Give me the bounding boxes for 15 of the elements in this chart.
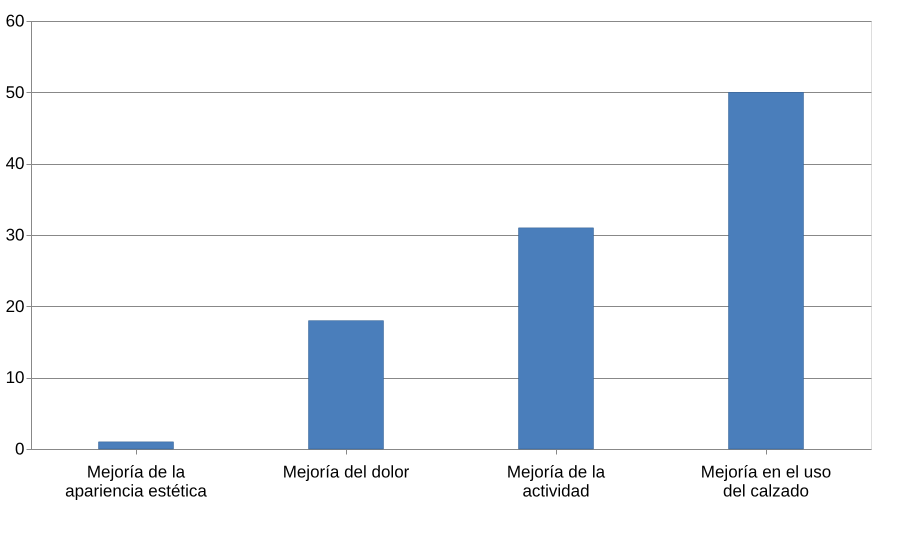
y-tick-label: 60 [6, 12, 24, 30]
y-tick-label: 0 [15, 440, 24, 458]
y-tick-label: 20 [6, 296, 24, 316]
y-tick-label: 50 [6, 82, 24, 102]
bar [518, 228, 594, 450]
x-tick-label: Mejoría en el uso del calzado [700, 462, 832, 500]
y-tick-label: 10 [6, 368, 24, 388]
y-tick-label: 40 [6, 154, 24, 174]
x-tick-label: Mejoría del dolor [282, 462, 410, 482]
x-tick-label: Mejoría de la apariencia estética [65, 462, 208, 500]
bar [308, 320, 384, 450]
bar [98, 442, 174, 450]
bar [728, 92, 804, 450]
x-tick-label: Mejoría de la actividad [506, 462, 606, 500]
y-tick-label: 30 [6, 226, 24, 244]
